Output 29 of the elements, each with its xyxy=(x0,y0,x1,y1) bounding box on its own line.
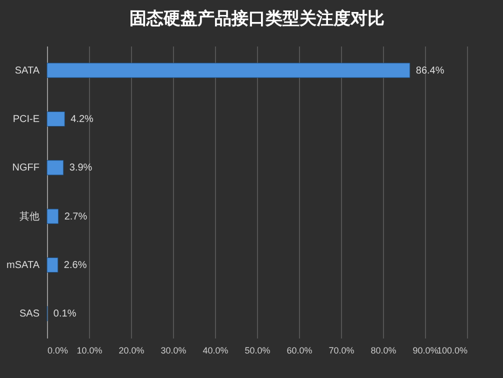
x-tick-label: 60.0% xyxy=(286,346,312,356)
x-tick-label: 0.0% xyxy=(48,346,68,356)
bar xyxy=(46,208,59,224)
x-tick-label: 10.0% xyxy=(76,346,102,356)
data-label: 4.2% xyxy=(70,114,94,125)
y-tick-label: 其他 xyxy=(20,210,40,222)
y-tick-label: PCI-E xyxy=(12,114,40,125)
x-tick-label: 50.0% xyxy=(244,346,270,356)
bar xyxy=(46,160,64,176)
data-label: 2.6% xyxy=(64,260,87,271)
data-label: 0.1% xyxy=(53,308,76,320)
bar xyxy=(46,62,410,78)
y-tick-label: SATA xyxy=(14,65,40,76)
x-tick-label: 20.0% xyxy=(118,346,144,356)
x-tick-label: 40.0% xyxy=(202,346,228,356)
bar xyxy=(46,257,58,273)
x-tick-label: 90.0% xyxy=(412,346,438,356)
data-label: 3.9% xyxy=(69,162,92,174)
x-tick-label: 100.0% xyxy=(436,346,468,356)
chart-title: 固态硬盘产品接口类型关注度对比 xyxy=(130,9,384,28)
x-tick-label: 70.0% xyxy=(328,346,354,356)
x-tick-label: 30.0% xyxy=(160,346,186,356)
data-label: 2.7% xyxy=(64,211,88,222)
y-tick-label: mSATA xyxy=(6,260,40,271)
y-tick-label: NGFF xyxy=(12,162,40,174)
x-tick-label: 80.0% xyxy=(370,346,396,356)
data-label: 86.4% xyxy=(416,65,444,76)
y-tick-label: SAS xyxy=(19,308,40,320)
bar xyxy=(46,111,65,127)
